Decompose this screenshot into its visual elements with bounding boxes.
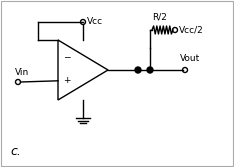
Text: R/2: R/2 (152, 13, 167, 22)
Text: Vcc: Vcc (87, 18, 103, 27)
Text: Vcc/2: Vcc/2 (179, 26, 204, 35)
Circle shape (135, 67, 141, 73)
Text: −: − (63, 52, 70, 61)
Text: Vout: Vout (180, 54, 200, 63)
Text: c.: c. (10, 145, 21, 158)
Text: +: + (63, 76, 70, 85)
Circle shape (147, 67, 153, 73)
Text: Vin: Vin (15, 68, 29, 77)
